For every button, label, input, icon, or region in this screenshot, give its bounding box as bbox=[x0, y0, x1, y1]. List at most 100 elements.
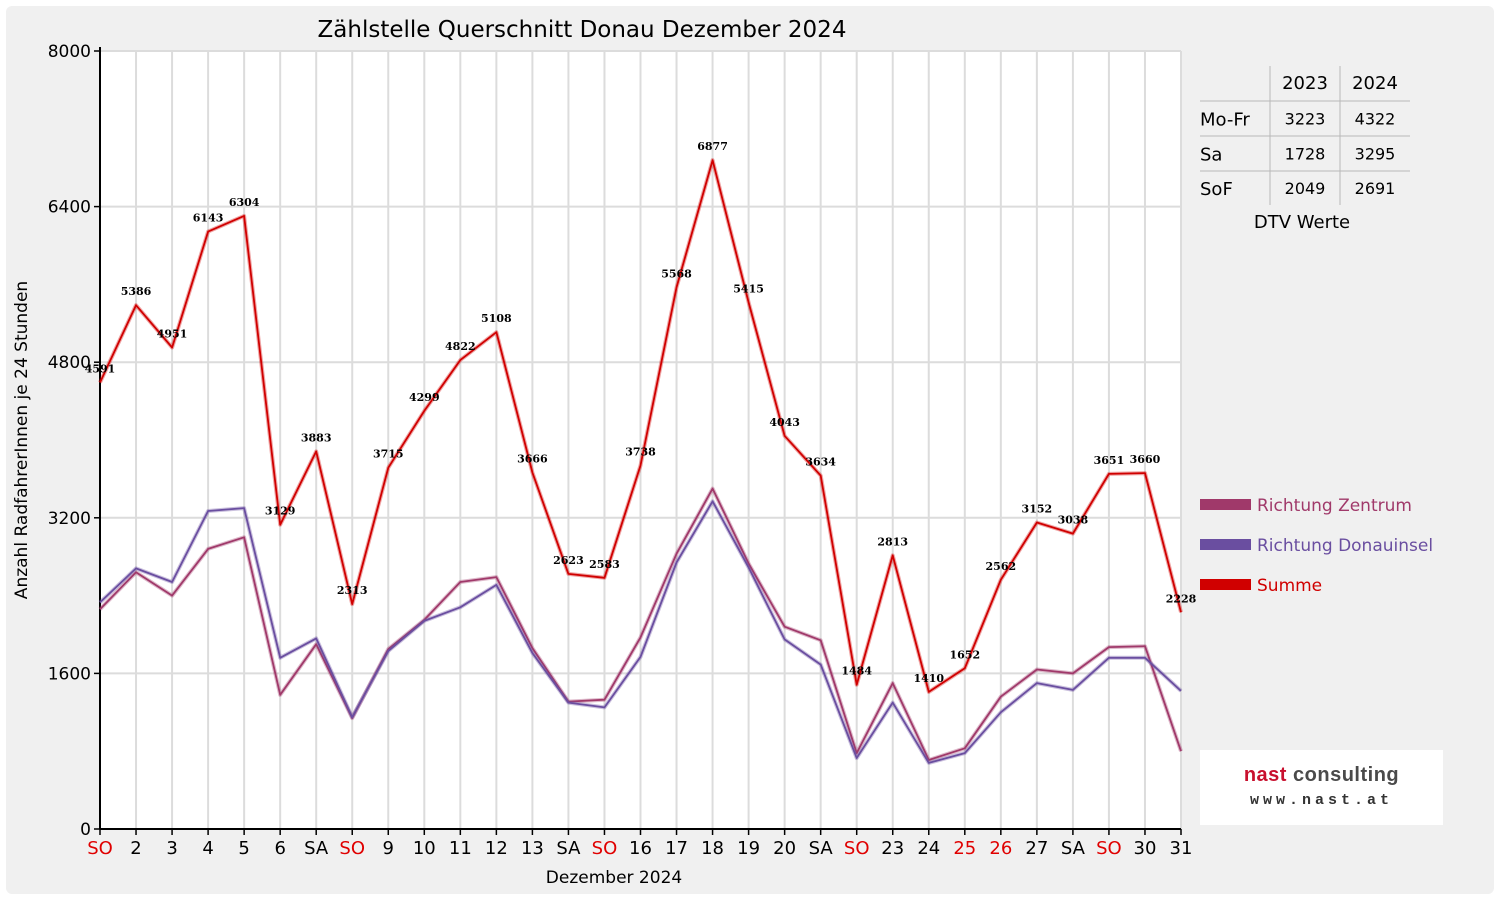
series-line-summe bbox=[99, 159, 1182, 693]
logo-name-part1: nast bbox=[1243, 764, 1287, 786]
data-label: 5415 bbox=[733, 282, 764, 295]
data-label: 6304 bbox=[229, 196, 260, 209]
x-tick-label: 4 bbox=[202, 838, 213, 859]
logo-name-part2: consulting bbox=[1286, 764, 1400, 786]
x-tick-label: 24 bbox=[917, 838, 940, 859]
y-tick-label: 4800 bbox=[48, 353, 91, 373]
data-label: 3651 bbox=[1094, 454, 1125, 467]
y-tick-label: 3200 bbox=[48, 509, 91, 529]
x-tick-label: 12 bbox=[485, 838, 508, 859]
x-tick-label: SO bbox=[844, 838, 870, 859]
x-tick-label: 10 bbox=[413, 838, 436, 859]
x-tick-label: 11 bbox=[449, 838, 472, 859]
table-cell: 2691 bbox=[1355, 179, 1396, 198]
legend-swatch bbox=[1200, 579, 1251, 590]
table-row-label: Mo-Fr bbox=[1200, 110, 1250, 131]
data-label: 2623 bbox=[553, 554, 584, 567]
data-label: 4591 bbox=[85, 363, 116, 376]
logo-url: www.nast.at bbox=[1249, 792, 1394, 809]
data-label: 5108 bbox=[481, 312, 512, 325]
table-cell: 3295 bbox=[1355, 145, 1396, 164]
x-tick-label: 17 bbox=[665, 838, 688, 859]
data-label: 3666 bbox=[517, 452, 548, 465]
table-header: 2023 bbox=[1282, 73, 1328, 94]
table-cell: 4322 bbox=[1355, 110, 1396, 129]
data-label: 2583 bbox=[589, 558, 620, 571]
data-label: 1652 bbox=[949, 648, 980, 661]
legend-entry: Richtung Donauinsel bbox=[1257, 536, 1433, 556]
data-label: 3660 bbox=[1130, 453, 1161, 466]
data-label: 1410 bbox=[913, 672, 944, 685]
data-label: 6877 bbox=[697, 140, 728, 153]
x-axis-label: Dezember 2024 bbox=[546, 868, 682, 888]
x-tick-label: SA bbox=[1061, 838, 1086, 859]
legend: Richtung Zentrum Richtung Donauinsel Summe bbox=[1200, 496, 1433, 596]
x-tick-label: SA bbox=[304, 838, 329, 859]
nast-consulting-logo: nast consulting www.nast.at bbox=[1200, 750, 1443, 825]
data-label: 5568 bbox=[661, 268, 692, 281]
table-caption: DTV Werte bbox=[1254, 212, 1350, 233]
data-label: 3129 bbox=[265, 505, 296, 518]
data-label: 6143 bbox=[193, 212, 224, 225]
y-tick-label: 6400 bbox=[48, 198, 91, 218]
y-tick-label: 0 bbox=[80, 820, 91, 840]
x-tick-label: SA bbox=[556, 838, 581, 859]
legend-entry: Summe bbox=[1257, 576, 1322, 596]
y-axis-label: Anzahl RadfahrerInnen je 24 Stunden bbox=[12, 281, 32, 599]
x-tick-label: 13 bbox=[521, 838, 544, 859]
x-tick-label: 16 bbox=[629, 838, 652, 859]
table-header: 2024 bbox=[1352, 73, 1398, 94]
y-tick-label: 8000 bbox=[48, 42, 91, 62]
table-cell: 2049 bbox=[1285, 179, 1326, 198]
data-label: 3715 bbox=[373, 448, 404, 461]
table-row-label: Sa bbox=[1200, 145, 1222, 166]
x-tick-label: SO bbox=[1096, 838, 1122, 859]
data-label: 1484 bbox=[841, 665, 872, 678]
grid bbox=[99, 50, 1182, 830]
x-tick-label: 3 bbox=[166, 838, 177, 859]
legend-swatch bbox=[1200, 539, 1251, 550]
x-tick-label: 26 bbox=[989, 838, 1012, 859]
data-label: 3038 bbox=[1058, 514, 1089, 527]
data-label: 2313 bbox=[337, 584, 368, 597]
data-label: 2228 bbox=[1166, 592, 1197, 605]
data-label: 4299 bbox=[409, 391, 440, 404]
x-tick-label: 27 bbox=[1025, 838, 1048, 859]
data-label: 2813 bbox=[877, 535, 908, 548]
x-tick-label: 9 bbox=[383, 838, 394, 859]
table-cell: 3223 bbox=[1285, 110, 1326, 129]
x-tick-label: SA bbox=[809, 838, 834, 859]
y-tick-label: 1600 bbox=[48, 664, 91, 684]
table-row-label: SoF bbox=[1200, 179, 1233, 200]
data-label: 3738 bbox=[625, 445, 656, 458]
x-tick-label: 18 bbox=[701, 838, 724, 859]
data-label: 2562 bbox=[986, 560, 1017, 573]
data-label: 5386 bbox=[121, 285, 152, 298]
data-label: 3883 bbox=[301, 431, 332, 444]
data-label: 3152 bbox=[1022, 502, 1053, 515]
x-tick-label: 23 bbox=[881, 838, 904, 859]
x-tick-label: 20 bbox=[773, 838, 796, 859]
data-label: 3634 bbox=[805, 456, 836, 469]
legend-swatch bbox=[1200, 499, 1251, 510]
chart-title: Zählstelle Querschnitt Donau Dezember 20… bbox=[318, 17, 847, 43]
data-label: 4822 bbox=[445, 340, 476, 353]
x-tick-label: SO bbox=[592, 838, 618, 859]
series-line-richtung-zentrum bbox=[99, 487, 1182, 761]
x-tick-label: 6 bbox=[274, 838, 285, 859]
logo-name: nast consulting bbox=[1200, 764, 1443, 787]
series-lines bbox=[98, 158, 1183, 765]
dtv-table: 2023 2024 Mo-Fr 3223 4322 Sa 1728 3295 SoF 2049 26… bbox=[1200, 66, 1410, 233]
x-tick-label: 30 bbox=[1134, 838, 1157, 859]
x-tick-label: 5 bbox=[238, 838, 249, 859]
data-labels: 4591 5386 4951 6143 6304 3129 3883 2313 3715 4299… bbox=[85, 140, 1197, 685]
x-tick-label: 19 bbox=[737, 838, 760, 859]
x-tick-label: 2 bbox=[130, 838, 141, 859]
legend-entry: Richtung Zentrum bbox=[1257, 496, 1412, 516]
x-tick-label: SO bbox=[339, 838, 365, 859]
x-tick-label: 31 bbox=[1170, 838, 1193, 859]
x-tick-label: SO bbox=[87, 838, 113, 859]
x-tick-label: 25 bbox=[953, 838, 976, 859]
